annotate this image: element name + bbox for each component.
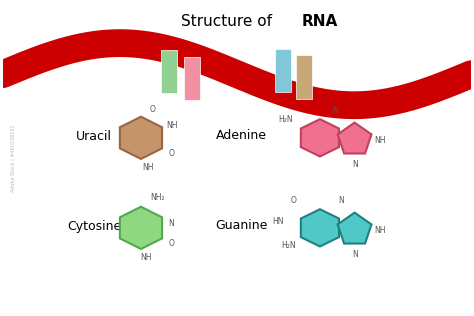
Text: N: N (353, 250, 358, 259)
Polygon shape (301, 119, 339, 156)
Text: NH: NH (374, 227, 385, 235)
Text: Guanine: Guanine (216, 219, 268, 232)
Text: O: O (290, 197, 296, 205)
Text: NH: NH (374, 137, 385, 145)
Text: Structure of: Structure of (181, 14, 277, 29)
Text: N: N (338, 197, 344, 205)
Polygon shape (301, 209, 339, 246)
Text: Cytosine: Cytosine (67, 220, 121, 233)
Text: Uracil: Uracil (76, 130, 112, 143)
Polygon shape (337, 123, 372, 154)
Text: NH: NH (140, 253, 151, 262)
Text: Adobe Stock | #460238151: Adobe Stock | #460238151 (10, 124, 16, 192)
Bar (161, 50, 177, 93)
Text: NH: NH (142, 163, 154, 172)
Text: NH: NH (167, 121, 178, 130)
Text: N: N (353, 160, 358, 169)
Polygon shape (337, 213, 372, 244)
Polygon shape (120, 207, 162, 249)
Text: O: O (150, 105, 155, 114)
Polygon shape (120, 117, 162, 159)
Text: H₂N: H₂N (279, 115, 293, 124)
Text: RNA: RNA (301, 14, 338, 29)
Text: NH₂: NH₂ (150, 193, 165, 202)
Text: Adenine: Adenine (216, 129, 267, 142)
Bar (275, 49, 292, 92)
Text: N: N (332, 106, 338, 115)
Text: HN: HN (273, 217, 284, 226)
Bar (184, 57, 200, 100)
Bar (297, 55, 312, 99)
Text: O: O (168, 239, 174, 248)
Text: O: O (168, 149, 174, 158)
Text: N: N (168, 219, 174, 228)
Text: H₂N: H₂N (281, 241, 296, 250)
